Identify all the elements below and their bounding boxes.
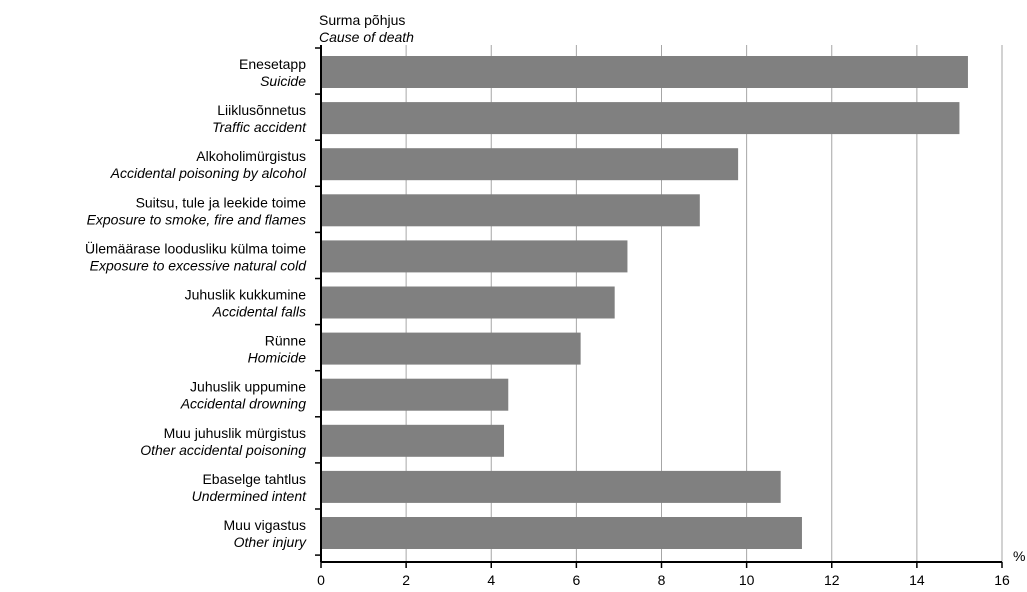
axes xyxy=(315,45,1003,568)
category-label-en-1: Traffic accident xyxy=(212,119,307,135)
bar-3 xyxy=(321,194,700,227)
x-tick-label-8: 8 xyxy=(658,572,666,588)
category-label-en-9: Undermined intent xyxy=(192,488,308,504)
category-label-en-7: Accidental drowning xyxy=(180,396,307,412)
category-label-en-2: Accidental poisoning by alcohol xyxy=(110,165,307,181)
bar-10 xyxy=(321,517,802,549)
category-label-et-10: Muu vigastus xyxy=(224,517,306,533)
x-tick-label-16: 16 xyxy=(994,572,1010,588)
category-label-en-6: Homicide xyxy=(248,350,307,366)
category-label-en-8: Other accidental poisoning xyxy=(140,442,306,458)
bar-4 xyxy=(321,240,628,273)
category-label-et-0: Enesetapp xyxy=(239,56,306,72)
bar-1 xyxy=(321,102,960,135)
x-tick-label-0: 0 xyxy=(317,572,325,588)
category-label-en-5: Accidental falls xyxy=(212,304,306,320)
category-label-en-0: Suicide xyxy=(260,73,306,89)
bar-5 xyxy=(321,286,615,319)
bar-0 xyxy=(321,56,968,88)
category-label-en-10: Other injury xyxy=(234,534,307,550)
bar-9 xyxy=(321,470,781,503)
x-tick-labels: 0 2 4 6 8 10 12 14 16 xyxy=(317,572,1010,588)
x-tick-label-6: 6 xyxy=(572,572,580,588)
x-tick-label-10: 10 xyxy=(739,572,755,588)
x-tick-label-12: 12 xyxy=(824,572,840,588)
x-axis-unit-label: % xyxy=(1013,548,1025,564)
category-label-et-7: Juhuslik uppumine xyxy=(190,379,306,395)
bars xyxy=(321,56,968,549)
x-tick-label-14: 14 xyxy=(909,572,925,588)
bar-2 xyxy=(321,148,739,181)
bar-7 xyxy=(321,378,509,411)
category-label-et-9: Ebaselge tahtlus xyxy=(202,471,306,487)
x-tick-label-4: 4 xyxy=(487,572,495,588)
bar-6 xyxy=(321,332,581,365)
category-label-et-5: Juhuslik kukkumine xyxy=(185,287,307,303)
x-tick-label-2: 2 xyxy=(402,572,410,588)
category-label-et-1: Liiklusõnnetus xyxy=(217,102,306,118)
chart-title: Surma põhjus xyxy=(319,12,405,28)
category-label-en-4: Exposure to excessive natural cold xyxy=(90,257,308,273)
chart-subtitle: Cause of death xyxy=(319,29,414,45)
category-label-et-2: Alkoholimürgistus xyxy=(196,148,306,164)
category-label-et-6: Rünne xyxy=(265,333,306,349)
category-label-en-3: Exposure to smoke, fire and flames xyxy=(87,211,306,227)
category-label-et-8: Muu juhuslik mürgistus xyxy=(164,425,306,441)
bar-8 xyxy=(321,424,505,457)
category-label-et-4: Ülemäärase loodusliku külma toime xyxy=(85,239,306,256)
category-label-et-3: Suitsu, tule ja leekide toime xyxy=(136,194,307,210)
